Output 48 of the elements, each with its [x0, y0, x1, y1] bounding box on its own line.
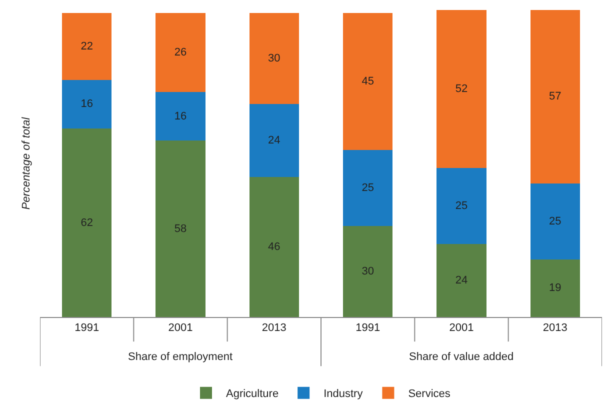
- bar: [436, 10, 486, 168]
- bar: [62, 128, 112, 317]
- data-label: 52: [455, 83, 468, 96]
- bar: [343, 226, 393, 317]
- x-tick-label: 2013: [542, 322, 568, 334]
- data-label: 22: [80, 40, 93, 52]
- text: Share of value added: [409, 351, 514, 363]
- bar: [156, 140, 206, 317]
- data-label: 25: [549, 215, 562, 228]
- data-label: 26: [174, 46, 187, 59]
- data-label: 16: [174, 110, 187, 122]
- legend-label: Industry: [324, 388, 364, 400]
- bar: [343, 13, 393, 150]
- data-label: 46: [268, 241, 280, 254]
- x-tick-label: 2001: [449, 322, 474, 334]
- bar: [343, 150, 393, 226]
- legend-label: Services: [408, 388, 451, 400]
- data-label: 30: [268, 52, 280, 65]
- x-tick-label: 2013: [262, 322, 286, 334]
- data-label: 45: [362, 75, 374, 88]
- y-axis-title: Percentage of total: [20, 116, 33, 210]
- bar: [249, 104, 299, 178]
- bar: [62, 13, 112, 80]
- data-label: 25: [362, 182, 374, 194]
- bar: [62, 80, 112, 129]
- x-tick-label: 1991: [74, 322, 100, 334]
- data-label: 30: [362, 265, 374, 278]
- x-tick-label: 2001: [168, 322, 193, 334]
- bar: [156, 13, 206, 92]
- data-label: 16: [80, 98, 93, 110]
- data-label: 62: [80, 216, 93, 229]
- bar: [436, 168, 486, 244]
- data-label: 25: [455, 200, 468, 212]
- bar: [156, 92, 206, 141]
- bar: [249, 13, 299, 104]
- x-tick-label: 1991: [356, 322, 380, 334]
- bar: [530, 183, 580, 260]
- data-label: 58: [174, 222, 187, 235]
- bar: [530, 259, 580, 317]
- bar: [530, 10, 580, 184]
- bar: [249, 177, 299, 317]
- data-label: 19: [549, 282, 562, 294]
- legend-label: Agriculture: [226, 388, 279, 400]
- data-label: 57: [549, 90, 562, 103]
- data-label: 24: [455, 274, 468, 287]
- bar: [436, 244, 486, 317]
- data-label: 24: [268, 134, 280, 147]
- text: Share of employment: [128, 351, 233, 363]
